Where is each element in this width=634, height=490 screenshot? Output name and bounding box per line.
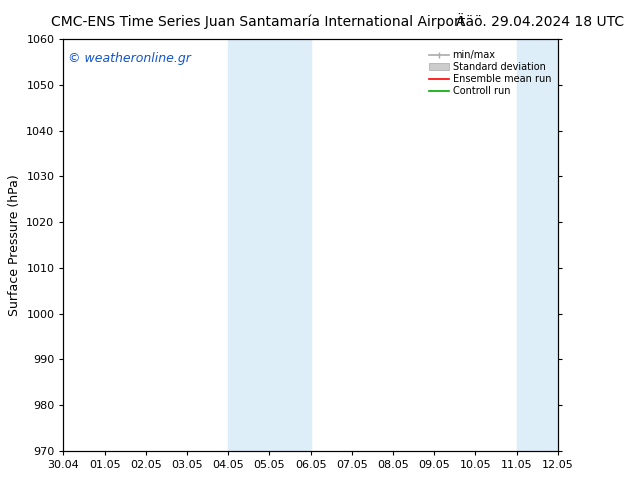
Text: © weatheronline.gr: © weatheronline.gr (68, 51, 191, 65)
Y-axis label: Surface Pressure (hPa): Surface Pressure (hPa) (8, 174, 21, 316)
Legend: min/max, Standard deviation, Ensemble mean run, Controll run: min/max, Standard deviation, Ensemble me… (427, 48, 553, 98)
Bar (517, 39, 599, 451)
Bar (269, 39, 311, 451)
Text: CMC-ENS Time Series Juan Santamaría International Airport: CMC-ENS Time Series Juan Santamaría Inte… (51, 15, 465, 29)
Bar (228, 39, 269, 451)
Text: Ääö. 29.04.2024 18 UTC: Ääö. 29.04.2024 18 UTC (456, 15, 624, 29)
